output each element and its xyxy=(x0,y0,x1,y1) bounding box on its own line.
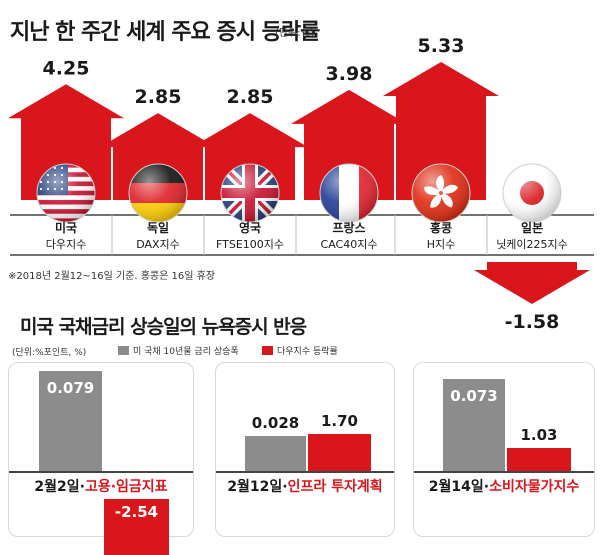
treasury-reaction-panels: 0.079 -2.54 2월2일·고용·임금지표 0.028 1.70 2월12일·인프라… xyxy=(8,362,595,555)
arrow-bar-4 xyxy=(383,62,499,200)
japan-flag-icon xyxy=(502,163,562,223)
category-name-0: 미국 xyxy=(55,220,77,235)
arrow-bar-2 xyxy=(192,113,308,200)
value-label-3: 3.98 xyxy=(326,63,373,85)
category-name-4: 홍콩 xyxy=(430,220,452,235)
dow-bar xyxy=(507,448,571,471)
dow-value-label: 1.03 xyxy=(520,426,558,445)
category-index-4: H지수 xyxy=(427,238,456,251)
category-index-0: 다우지수 xyxy=(46,238,86,251)
category-index-2: FTSE100지수 xyxy=(216,238,284,251)
dow-bar xyxy=(308,433,371,471)
section-unit-label: (단위:%포인트, %) xyxy=(12,348,87,358)
legend-dow: 다우지수 등락률 xyxy=(262,344,338,357)
category-index-5: 닛케이225지수 xyxy=(496,238,568,251)
caption-date: 2월2일· xyxy=(34,479,85,495)
chart-title: 지난 한 주간 세계 주요 증시 등락률 xyxy=(10,20,320,45)
arrow-bar-3 xyxy=(291,89,407,200)
dow-value-label: -2.54 xyxy=(114,503,159,521)
category-index-1: DAX지수 xyxy=(136,238,180,251)
category-name-3: 프랑스 xyxy=(332,221,365,235)
caption-event: 소비자물가지수 xyxy=(489,479,580,495)
panel-baseline xyxy=(216,471,394,473)
treasury-bar xyxy=(39,371,102,471)
panel-baseline xyxy=(9,471,193,473)
category-name-1: 독일 xyxy=(147,221,169,235)
france-flag-icon xyxy=(319,163,379,223)
value-label-2: 2.85 xyxy=(227,86,274,108)
legend-label-dow: 다우지수 등락률 xyxy=(277,347,338,357)
dow-value-label: 1.70 xyxy=(320,411,358,430)
legend-swatch-gray xyxy=(118,346,129,355)
category-name-2: 영국 xyxy=(239,220,261,235)
reaction-panel-0: 0.079 -2.54 2월2일·고용·임금지표 xyxy=(8,362,194,555)
panel-caption: 2월12일·인프라 투자계획 xyxy=(216,476,394,496)
legend-swatch-red xyxy=(262,346,273,355)
panel-caption: 2월2일·고용·임금지표 xyxy=(9,476,193,496)
usa-flag-icon xyxy=(36,163,96,223)
legend-treasury: 미 국채 10년물 금리 상승폭 xyxy=(118,344,239,357)
category-strip xyxy=(10,215,594,255)
footnote: ※2018년 2월12~16일 기준. 홍콩은 16일 휴장 xyxy=(8,271,216,282)
caption-date: 2월14일· xyxy=(428,479,490,495)
arrow-bar-5 xyxy=(474,262,590,304)
treasury-value-label: 0.073 xyxy=(450,386,498,405)
category-index-3: CAC40지수 xyxy=(321,238,378,251)
value-label-5: -1.58 xyxy=(505,311,560,333)
caption-event: 인프라 투자계획 xyxy=(287,479,383,495)
arrow-bar-0 xyxy=(8,84,124,200)
legend-label-treasury: 미 국채 10년물 금리 상승폭 xyxy=(133,347,239,357)
uk-flag-icon xyxy=(220,163,280,223)
treasury-bar xyxy=(443,378,505,471)
reaction-panel-1: 0.028 1.70 2월12일·인프라 투자계획 xyxy=(215,362,395,537)
reaction-panel-2: 0.073 1.03 2월14일·소비자물가지수 xyxy=(413,362,595,537)
panel-baseline xyxy=(414,471,594,473)
chart-unit-label: (단위:%) xyxy=(275,28,315,39)
panel-caption: 2월14일·소비자물가지수 xyxy=(414,476,594,496)
caption-event: 고용·임금지표 xyxy=(84,479,168,495)
treasury-bar xyxy=(245,435,306,471)
value-label-0: 4.25 xyxy=(43,57,90,79)
hongkong-flag-icon xyxy=(411,163,471,223)
caption-date: 2월12일· xyxy=(227,479,288,495)
arrow-bar-1 xyxy=(100,113,216,200)
treasury-value-label: 0.028 xyxy=(251,413,300,432)
category-name-5: 일본 xyxy=(521,221,543,235)
treasury-value-label: 0.079 xyxy=(46,379,95,397)
section-title: 미국 국채금리 상승일의 뉴욕증시 반응 xyxy=(20,316,307,338)
germany-flag-icon xyxy=(128,163,188,223)
value-label-1: 2.85 xyxy=(135,86,182,108)
value-label-4: 5.33 xyxy=(418,35,465,57)
